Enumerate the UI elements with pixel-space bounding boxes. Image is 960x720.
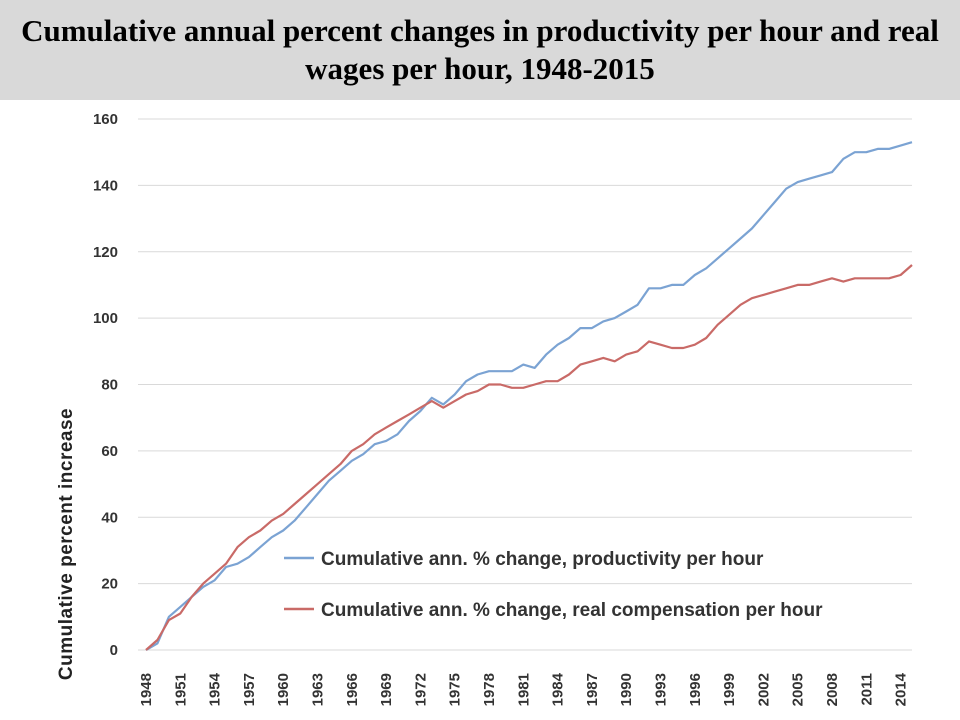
- y-axis-label: Cumulative percent increase: [56, 408, 77, 680]
- x-tick-label: 1963: [309, 673, 326, 706]
- title-banner: Cumulative annual percent changes in pro…: [0, 0, 960, 100]
- y-tick-label: 160: [93, 111, 118, 128]
- x-tick-label: 1951: [172, 673, 189, 706]
- x-tick-label: 1993: [652, 673, 669, 706]
- x-tick-label: 2005: [790, 673, 807, 706]
- x-tick-label: 1978: [481, 673, 498, 706]
- x-tick-label: 2014: [893, 672, 910, 706]
- x-tick-label: 1984: [550, 672, 567, 706]
- x-tick-label: 1960: [275, 673, 292, 706]
- x-tick-label: 1981: [515, 673, 532, 706]
- x-axis-ticks: 1948 1951 1954 1957 1960 1963 1966 1969 1972 1975…: [138, 672, 910, 706]
- y-tick-label: 80: [101, 377, 118, 394]
- series-line-2: [145, 264, 913, 651]
- x-tick-label: 1987: [584, 673, 601, 706]
- x-tick-label: 1972: [412, 673, 429, 706]
- y-tick-label: 60: [101, 443, 118, 460]
- legend-label-1: Cumulative ann. % change, productivity p…: [321, 549, 764, 570]
- x-tick-label: 2002: [755, 673, 772, 706]
- y-tick-label: 120: [93, 244, 118, 261]
- chart-title: Cumulative annual percent changes in pro…: [21, 13, 939, 86]
- x-tick-label: 2011: [858, 673, 875, 706]
- series-lines: [145, 141, 913, 651]
- x-tick-label: 2008: [824, 673, 841, 706]
- x-tick-label: 1948: [138, 673, 155, 706]
- series-line-1: [145, 141, 913, 651]
- x-tick-label: 1969: [378, 673, 395, 706]
- gridlines: [138, 118, 912, 651]
- legend: Cumulative ann. % change, productivity p…: [284, 549, 823, 621]
- y-tick-label: 100: [93, 310, 118, 327]
- x-tick-label: 1975: [447, 673, 464, 706]
- y-tick-label: 140: [93, 177, 118, 194]
- x-tick-label: 1954: [207, 672, 224, 706]
- x-tick-label: 1990: [618, 673, 635, 706]
- y-tick-label: 0: [110, 642, 118, 659]
- x-tick-label: 1999: [721, 673, 738, 706]
- x-tick-label: 1957: [241, 673, 258, 706]
- x-tick-label: 1996: [687, 673, 704, 706]
- y-tick-label: 20: [101, 576, 118, 593]
- y-axis-ticks: 0 20 40 60 80 100 120 140 160: [93, 111, 118, 659]
- y-tick-label: 40: [101, 509, 118, 526]
- legend-label-2: Cumulative ann. % change, real compensat…: [321, 600, 823, 621]
- x-tick-label: 1966: [344, 673, 361, 706]
